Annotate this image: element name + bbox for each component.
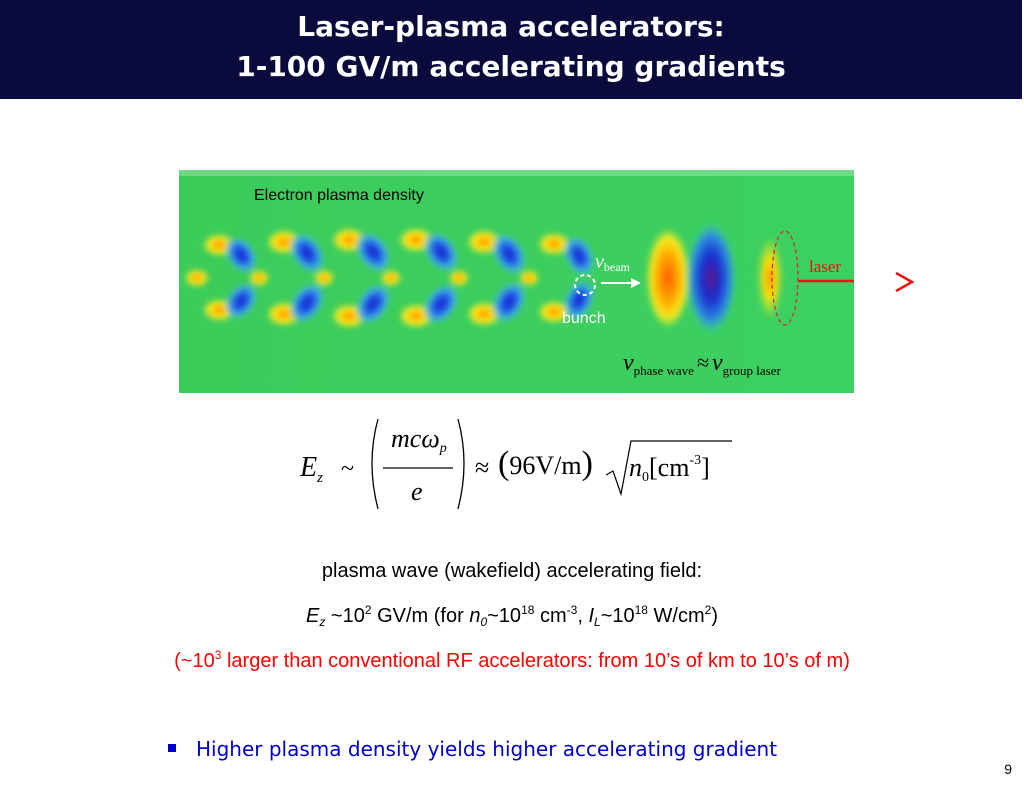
- ez-n-val: ~10: [487, 605, 522, 627]
- ez-symbol: Ez: [300, 452, 323, 487]
- ez-i-val: ~10: [600, 605, 635, 627]
- ez-wcm: W/cm: [647, 605, 705, 627]
- ez-l: L: [594, 615, 601, 629]
- slide-title-line1: Laser-plasma accelerators:: [297, 10, 725, 43]
- unit-exp: -3: [689, 453, 702, 468]
- unit-close: ]: [701, 453, 710, 482]
- n-symbol: n: [629, 453, 642, 482]
- plasma-wake-image: [179, 170, 854, 393]
- ez-value-line: Ez ~102 GV/m (for n0~1018 cm-3, IL~1018 …: [0, 603, 1024, 629]
- v-group-symbol: v: [712, 350, 723, 376]
- coef-open-paren: (: [498, 445, 510, 482]
- beam-arrow-head: [631, 278, 641, 288]
- bunch-label: bunch: [562, 310, 606, 327]
- denominator: e: [411, 477, 423, 507]
- phase-wave-sub: phase wave: [633, 363, 694, 378]
- v-phase-symbol: v: [623, 350, 634, 376]
- v-beam-label: vbeam: [595, 251, 630, 275]
- red-exp: 3: [214, 648, 222, 662]
- bunch-dashed-circle: [574, 274, 596, 296]
- approx-sign: ≈: [475, 453, 490, 482]
- bullet-text: Higher plasma density yields higher acce…: [196, 737, 778, 761]
- plasma-density-figure: Electron plasma density vbeam laser bunc…: [179, 170, 854, 393]
- ez-i: I: [588, 605, 594, 627]
- ez-wcm-exp: 2: [704, 603, 712, 617]
- page-number: 9: [1004, 761, 1012, 777]
- slide-title-line2: 1-100 GV/m accelerating gradients: [236, 50, 786, 83]
- figure-overlay: [574, 230, 854, 326]
- group-laser-sub: group laser: [722, 363, 781, 378]
- numerator: mcωp: [391, 424, 447, 457]
- wakefield-line: plasma wave (wakefield) accelerating fie…: [321, 560, 703, 582]
- left-paren: [371, 418, 379, 510]
- unit-open: [cm: [649, 453, 690, 482]
- numerator-text: mcω: [391, 424, 440, 453]
- coef-value: 96V/m: [509, 451, 582, 480]
- ez-n: n: [469, 605, 481, 627]
- ez-unit: GV/m (for: [371, 605, 470, 627]
- ez-n-sub: 0: [480, 615, 488, 629]
- ez-cm-exp: -3: [566, 603, 578, 617]
- velocity-relation: vphase wave ≈ vgroup laser: [623, 350, 781, 379]
- ez-z: z: [319, 615, 326, 629]
- bullet-item: Higher plasma density yields higher acce…: [168, 737, 777, 761]
- sqrt-sign: [605, 440, 732, 497]
- approx-symbol: ≈: [696, 350, 710, 375]
- v-beam-symbol: v: [595, 251, 604, 273]
- right-paren: [457, 418, 465, 510]
- v-beam-sub: beam: [603, 260, 630, 274]
- density-label: Electron plasma density: [254, 187, 424, 204]
- z-sub: z: [317, 470, 323, 486]
- radicand: n0[cm-3]: [629, 453, 710, 486]
- square-bullet-icon: [168, 744, 176, 752]
- laser-label: laser: [809, 257, 842, 276]
- ez-i-exp: 18: [634, 603, 648, 617]
- title-bar: Laser-plasma accelerators: 1-100 GV/m ac…: [0, 0, 1024, 99]
- numerator-sub: p: [439, 441, 447, 456]
- coef-close-paren: ): [581, 445, 593, 482]
- ez-n-exp: 18: [521, 603, 535, 617]
- ez-comma: ,: [577, 605, 589, 627]
- denominator-text: e: [411, 477, 423, 506]
- field-formula: Ez ~ mcωp e ≈ (96V/m) n0[cm-3]: [290, 405, 740, 515]
- coef-group: (96V/m): [498, 445, 593, 483]
- ez-close: ): [711, 605, 718, 627]
- tilde-symbol: ~: [341, 456, 354, 482]
- ez-e: E: [306, 605, 320, 627]
- laser-arrow-head: [895, 271, 915, 293]
- laser-dashed-ellipse: [771, 230, 799, 326]
- rf-comparison-line: (~103 larger than conventional RF accele…: [0, 648, 1024, 673]
- laser-arrowhead-shape: [895, 271, 915, 293]
- formula-graphics: [371, 418, 732, 510]
- ez-cm: cm: [534, 605, 567, 627]
- red-post: larger than conventional RF accelerators…: [221, 650, 850, 672]
- ez-exp: 2: [364, 603, 372, 617]
- red-pre: (~10: [174, 650, 215, 672]
- e-symbol: E: [300, 452, 318, 483]
- ez-approx: ~10: [325, 605, 365, 627]
- n-sub: 0: [642, 470, 649, 485]
